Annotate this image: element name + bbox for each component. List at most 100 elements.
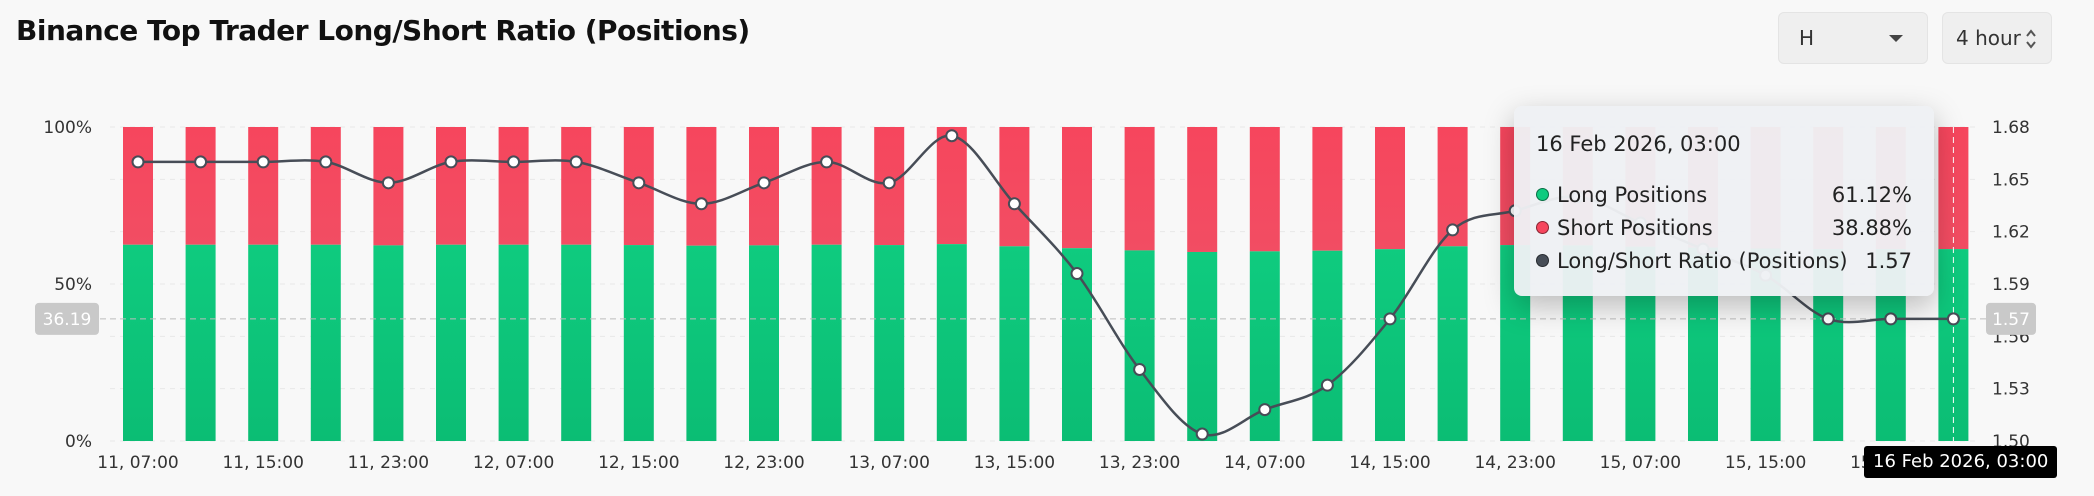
y-right-tick-label: 1.65 xyxy=(1992,170,2030,190)
x-tick-label: 15, 15:00 xyxy=(1725,453,1806,473)
interval-select-value: 4 hour xyxy=(1956,26,2021,50)
bar-long xyxy=(436,244,466,441)
ratio-point xyxy=(1821,312,1835,326)
bar-long xyxy=(1062,248,1092,441)
y-right-tick-label: 1.53 xyxy=(1992,380,2030,400)
ratio-point xyxy=(757,176,771,190)
tooltip-row-long: Long Positions 61.12% xyxy=(1536,178,1912,211)
bar-short xyxy=(561,127,592,245)
tooltip-label: Short Positions xyxy=(1557,215,1713,240)
tooltip-value: 61.12% xyxy=(1831,182,1912,207)
tooltip-row-ratio: Long/Short Ratio (Positions) 1.57 xyxy=(1536,244,1912,277)
bar-short xyxy=(248,127,279,245)
bar-long xyxy=(874,245,905,441)
x-tick-label: 13, 07:00 xyxy=(848,453,929,473)
ratio-point xyxy=(319,155,333,169)
crosshair-x-label: 16 Feb 2026, 03:00 xyxy=(1864,446,2058,478)
x-tick-label: 12, 15:00 xyxy=(598,453,679,473)
symbol-select-value: H xyxy=(1799,26,1815,50)
ratio-point xyxy=(1446,223,1460,237)
y-left-tick-label: 0% xyxy=(65,432,92,452)
bar-short xyxy=(310,127,341,245)
bar-long xyxy=(749,245,779,441)
ratio-point xyxy=(381,176,395,190)
up-down-arrows-icon xyxy=(2026,29,2036,49)
bar-short xyxy=(123,127,153,245)
ratio-point xyxy=(1884,312,1898,326)
tooltip-label: Long/Short Ratio (Positions) xyxy=(1557,248,1848,273)
ratio-point xyxy=(1320,378,1334,392)
x-tick-label: 14, 23:00 xyxy=(1474,453,1555,473)
ratio-point xyxy=(1070,267,1084,281)
x-tick-label: 14, 07:00 xyxy=(1224,453,1305,473)
bar-long xyxy=(1437,246,1468,441)
bar-long xyxy=(373,245,404,441)
ratio-point xyxy=(632,176,646,190)
ratio-point xyxy=(1007,197,1021,211)
bar-short xyxy=(1375,127,1405,250)
bar-long xyxy=(1187,251,1218,441)
crosshair-left-value-bg xyxy=(35,302,99,335)
ratio-dot-icon xyxy=(1536,254,1549,267)
ratio-point xyxy=(820,155,834,169)
bar-long xyxy=(498,244,529,441)
bar-short xyxy=(185,127,216,245)
ratio-point xyxy=(1133,362,1147,376)
crosshair-left-value: 36.19 xyxy=(43,310,92,330)
interval-select[interactable]: 4 hour xyxy=(1942,12,2052,64)
long-dot-icon xyxy=(1536,188,1549,201)
tooltip-label: Long Positions xyxy=(1557,182,1708,207)
tooltip-value: 1.57 xyxy=(1865,248,1912,273)
bar-long xyxy=(936,244,967,441)
chart-title: Binance Top Trader Long/Short Ratio (Pos… xyxy=(16,14,750,47)
bar-short xyxy=(1124,127,1155,251)
x-tick-label: 13, 15:00 xyxy=(974,453,1055,473)
y-right-tick-label: 1.68 xyxy=(1992,118,2030,138)
bar-long xyxy=(999,246,1030,441)
bar-short xyxy=(1187,127,1218,252)
bar-long xyxy=(686,245,717,441)
y-left-tick-label: 100% xyxy=(43,118,92,138)
bar-long xyxy=(811,244,842,441)
y-left-tick-label: 50% xyxy=(54,275,92,295)
chevron-down-icon xyxy=(1889,35,1903,42)
y-right-tick-label: 1.59 xyxy=(1992,275,2030,295)
bar-long xyxy=(1124,250,1155,441)
ratio-point xyxy=(569,155,583,169)
bar-short xyxy=(1062,127,1092,249)
crosshair-right-value: 1.57 xyxy=(1992,310,2030,330)
ratio-point xyxy=(1258,403,1272,417)
ratio-point xyxy=(882,176,896,190)
symbol-select[interactable]: H xyxy=(1778,12,1928,64)
x-tick-label: 12, 23:00 xyxy=(723,453,804,473)
bar-long xyxy=(185,244,216,441)
x-tick-label: 11, 23:00 xyxy=(348,453,429,473)
ratio-point xyxy=(1383,312,1397,326)
x-tick-label: 14, 15:00 xyxy=(1349,453,1430,473)
bar-long xyxy=(248,244,279,441)
bar-short xyxy=(999,127,1030,247)
y-right-tick-label: 1.62 xyxy=(1992,223,2030,243)
ratio-point xyxy=(256,155,270,169)
x-tick-label: 11, 15:00 xyxy=(222,453,303,473)
ratio-point xyxy=(694,197,708,211)
ratio-point xyxy=(194,155,208,169)
bar-long xyxy=(123,244,153,441)
bar-long xyxy=(1312,250,1343,441)
ratio-point xyxy=(1195,427,1209,441)
bar-short xyxy=(436,127,466,245)
bar-short xyxy=(936,127,967,245)
chart-tooltip: 16 Feb 2026, 03:00 Long Positions 61.12%… xyxy=(1514,106,1934,296)
x-tick-label: 12, 07:00 xyxy=(473,453,554,473)
bar-short xyxy=(686,127,717,246)
bar-long xyxy=(623,245,654,441)
bar-short xyxy=(498,127,529,245)
ratio-point xyxy=(945,129,959,143)
x-tick-label: 15, 07:00 xyxy=(1600,453,1681,473)
bar-short xyxy=(1249,127,1280,252)
ratio-point xyxy=(131,155,145,169)
tooltip-row-short: Short Positions 38.88% xyxy=(1536,211,1912,244)
bar-long xyxy=(561,244,592,441)
x-tick-label: 11, 07:00 xyxy=(97,453,178,473)
crosshair-right-value-bg xyxy=(1986,302,2036,335)
